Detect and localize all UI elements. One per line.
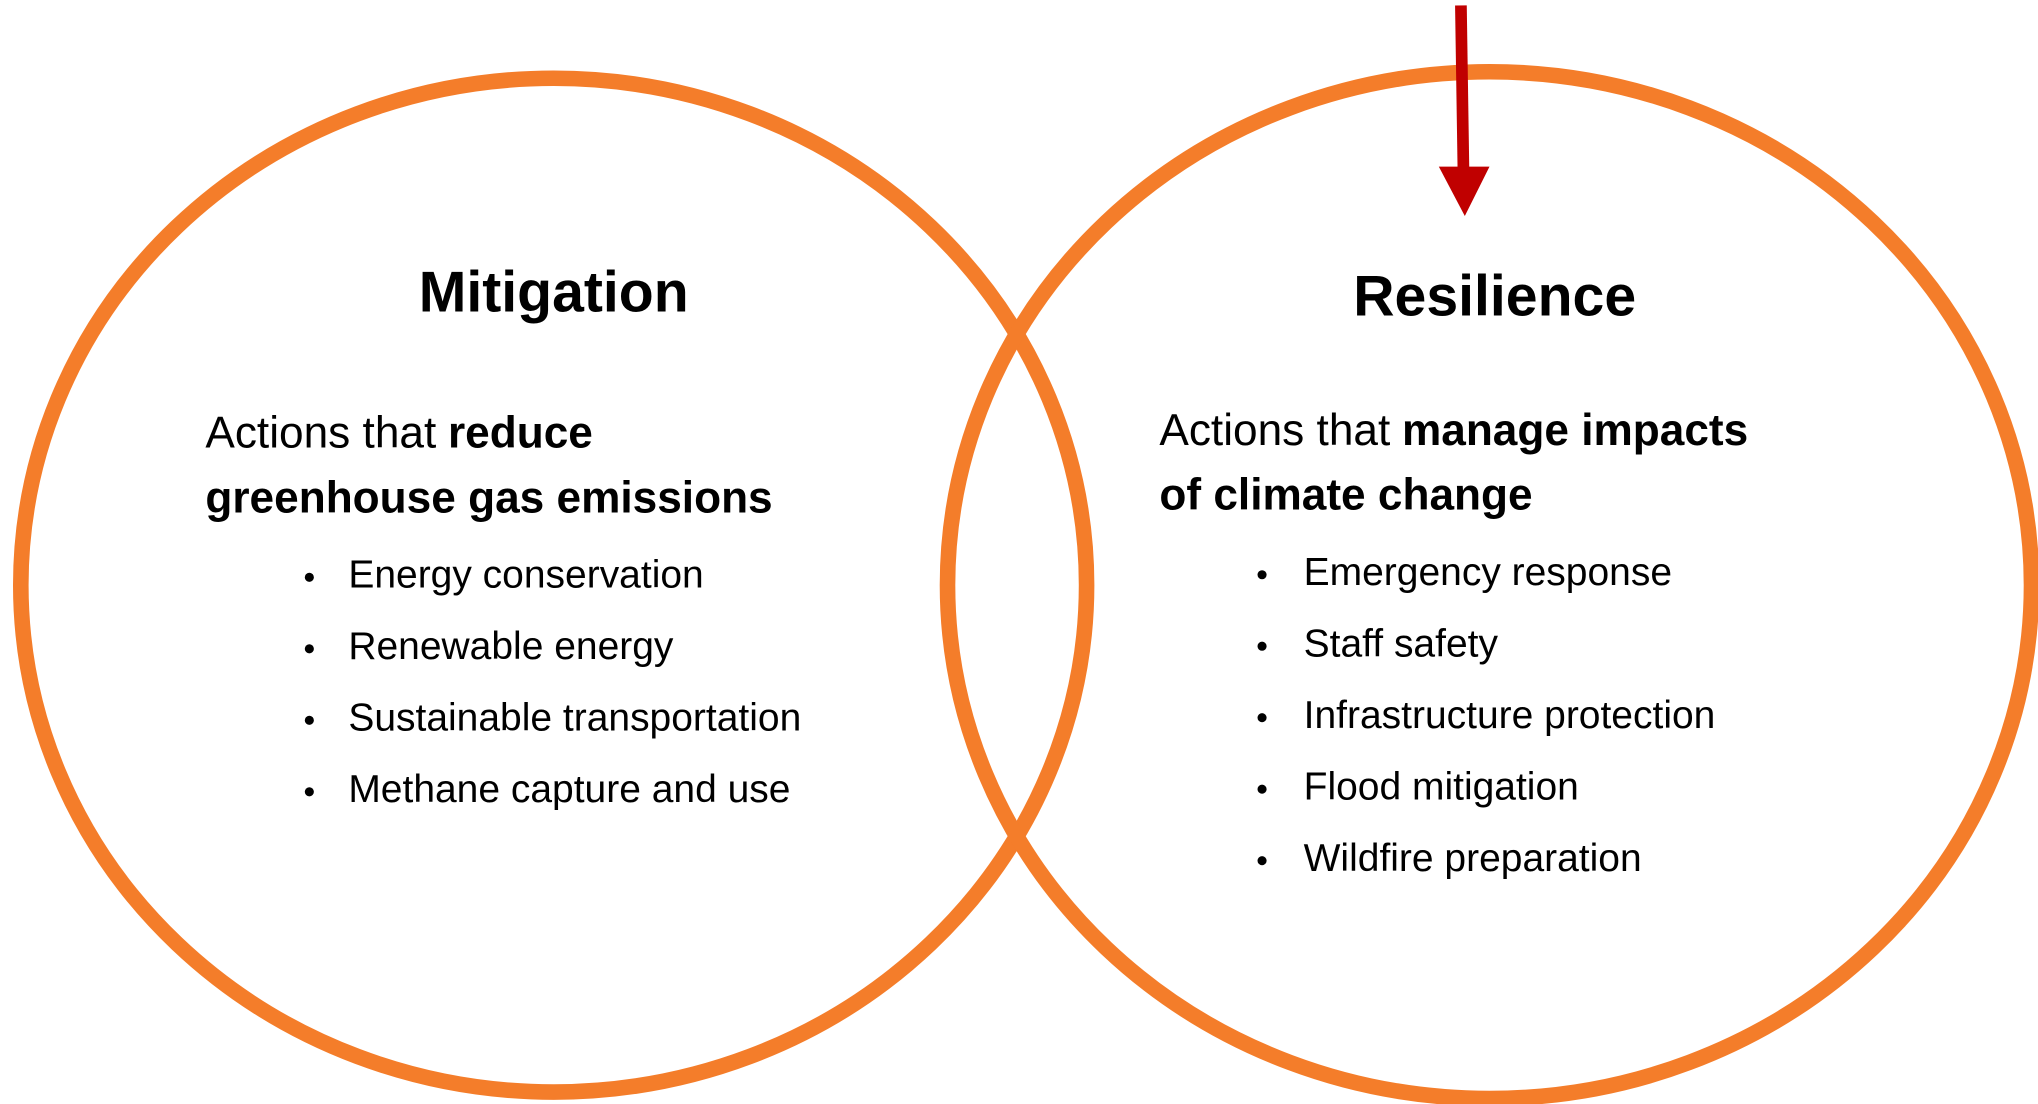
description-emphasis: greenhouse gas emissions — [205, 473, 772, 522]
description-intro: Actions that — [1159, 406, 1390, 455]
description-line: Actions that reduce — [205, 408, 592, 457]
circle-title: Resilience — [1353, 265, 1636, 329]
bullet — [304, 787, 314, 797]
arrow — [1438, 5, 1490, 217]
list-item: Sustainable transportation — [348, 697, 801, 740]
bullet — [1257, 856, 1267, 866]
resilience-circle — [939, 64, 2038, 1104]
bullet — [304, 572, 314, 582]
list-item: Emergency response — [1304, 551, 1672, 594]
description-line: Actions that manage impacts — [1159, 406, 1748, 455]
list-item: Methane capture and use — [348, 768, 790, 811]
list-item: Wildfire preparation — [1304, 837, 1642, 880]
bullet — [1257, 784, 1267, 794]
mitigation-circle — [12, 70, 1095, 1100]
circle-title: Mitigation — [419, 261, 689, 325]
list-item: Staff safety — [1304, 623, 1499, 666]
list-item: Infrastructure protection — [1304, 694, 1716, 737]
list-item: Energy conservation — [348, 554, 703, 597]
bullet — [1257, 713, 1267, 723]
list-item: Flood mitigation — [1304, 766, 1579, 809]
description-emphasis: reduce — [448, 408, 593, 457]
description-intro: Actions that — [205, 408, 436, 457]
description-emphasis: of climate change — [1159, 471, 1532, 520]
description-emphasis: manage impacts — [1402, 406, 1748, 455]
bullet — [1257, 641, 1267, 651]
list-item: Renewable energy — [348, 625, 674, 668]
bullet — [304, 644, 314, 654]
bullet — [304, 715, 314, 725]
bullet — [1257, 570, 1267, 580]
